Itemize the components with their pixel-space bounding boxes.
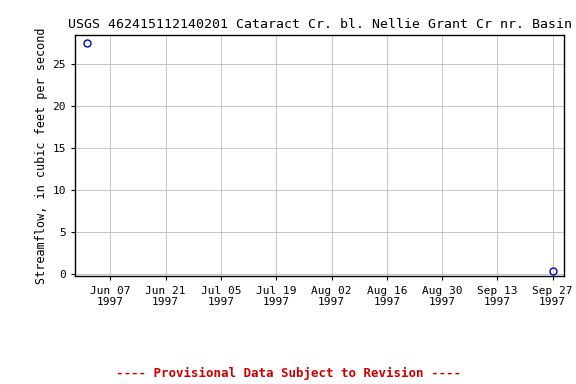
Text: ---- Provisional Data Subject to Revision ----: ---- Provisional Data Subject to Revisio…: [116, 367, 460, 380]
Y-axis label: Streamflow, in cubic feet per second: Streamflow, in cubic feet per second: [35, 27, 48, 284]
Title: USGS 462415112140201 Cataract Cr. bl. Nellie Grant Cr nr. Basin: USGS 462415112140201 Cataract Cr. bl. Ne…: [68, 18, 571, 31]
